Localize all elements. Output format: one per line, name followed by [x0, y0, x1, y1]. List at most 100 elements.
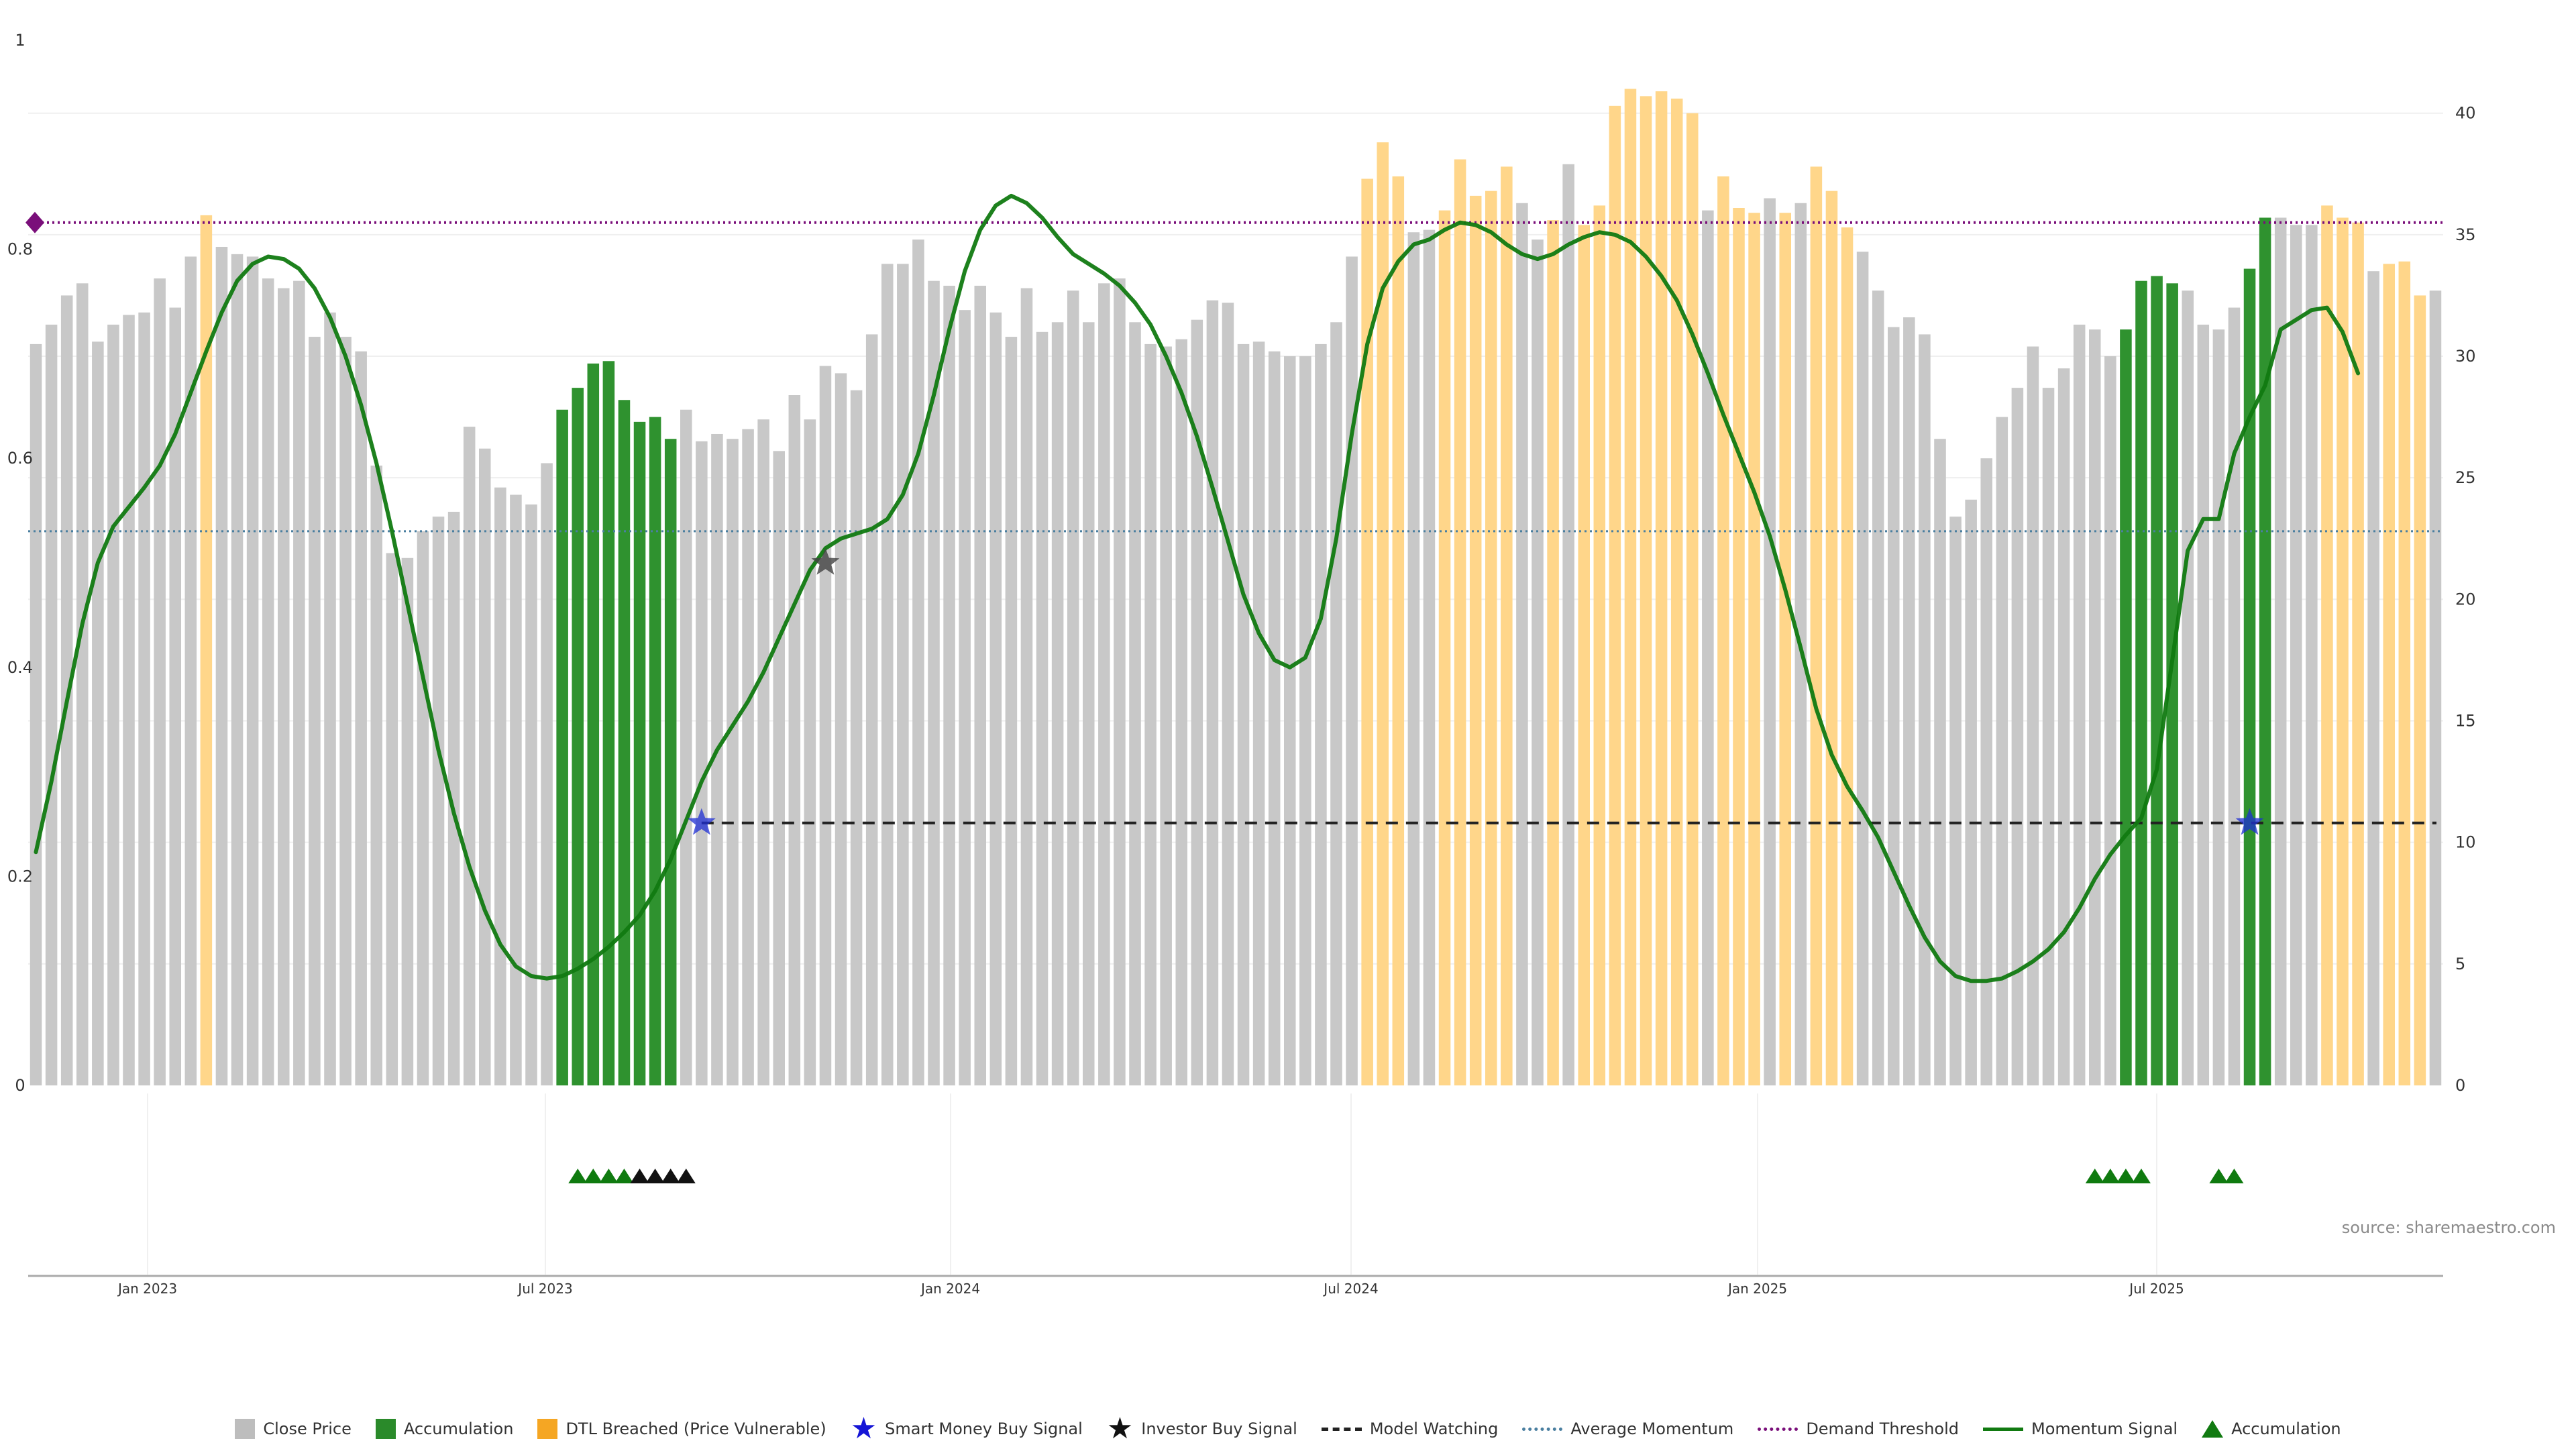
price-bar [417, 531, 429, 1085]
price-bar [525, 504, 537, 1085]
price-bar [1222, 303, 1234, 1085]
price-bar [1160, 346, 1172, 1085]
price-bar [2243, 268, 2256, 1085]
price-bar [649, 417, 661, 1085]
price-bar [2367, 271, 2379, 1086]
price-bar [1407, 232, 1420, 1086]
legend-label: Accumulation [403, 1419, 514, 1438]
price-bar [1841, 227, 1854, 1085]
accumulation-triangle [614, 1169, 634, 1183]
price-bar [309, 337, 321, 1085]
price-bar [401, 557, 414, 1085]
price-bar [1144, 343, 1157, 1085]
price-bar [2259, 217, 2271, 1085]
left-axis-ticks: 0 0.2 0.4 0.6 0.8 1 [7, 31, 33, 1095]
price-bar [1764, 198, 1776, 1086]
legend-swatch-line [1321, 1427, 1362, 1431]
momentum-signal-line [34, 193, 2361, 983]
price-bar [1996, 417, 2008, 1085]
right-axis-tick-label: 40 [2455, 104, 2476, 123]
price-bar [804, 419, 816, 1085]
legend-label: Accumulation [2231, 1419, 2341, 1438]
legend-label: Demand Threshold [1806, 1419, 1959, 1438]
price-bar [1609, 105, 1621, 1086]
price-bar [897, 264, 909, 1085]
right-axis-tick-label: 5 [2455, 955, 2465, 973]
price-bar [1020, 288, 1033, 1086]
price-bar [1346, 256, 1358, 1086]
price-bar [742, 429, 754, 1085]
price-bar [2151, 276, 2163, 1085]
price-bar [1872, 290, 1884, 1086]
price-bar [1330, 322, 1342, 1086]
price-bar [1423, 229, 1436, 1085]
price-bar [2274, 217, 2287, 1085]
price-bar [107, 324, 119, 1086]
legend: Close Price Accumulation DTL Breached (Pri… [0, 1411, 2576, 1446]
price-bar [943, 285, 955, 1085]
price-bar [865, 334, 878, 1085]
legend-item: Model Watching [1321, 1419, 1498, 1438]
price-bar [1640, 96, 1652, 1086]
x-axis-tick-label: Jul 2024 [1322, 1281, 1378, 1297]
star-icon: ★ [1106, 1411, 1134, 1446]
legend-item: Average Momentum [1522, 1419, 1733, 1438]
price-bar [2306, 225, 2318, 1085]
price-bar [1578, 225, 1590, 1085]
price-bar [788, 394, 801, 1085]
price-bar [1903, 317, 1915, 1085]
x-axis-tick-label: Jan 2025 [1727, 1281, 1787, 1297]
price-bar [386, 553, 398, 1085]
price-bar [184, 256, 197, 1086]
right-axis-tick-label: 15 [2455, 712, 2476, 731]
price-bar [1949, 517, 1962, 1085]
price-bar [1856, 252, 1869, 1085]
price-bar [2383, 264, 2395, 1085]
price-bars [30, 89, 2442, 1086]
price-bar [215, 246, 228, 1085]
price-bar [1593, 205, 1606, 1086]
price-bar [324, 312, 336, 1085]
signal-stars [687, 548, 2264, 835]
right-axis-tick-label: 10 [2455, 833, 2476, 852]
right-axis-tick-label: 35 [2455, 225, 2476, 244]
price-bar [1810, 166, 1823, 1085]
price-bar [2429, 290, 2442, 1086]
right-axis-tick-label: 20 [2455, 590, 2476, 608]
price-bar [727, 439, 739, 1085]
legend-swatch-box [375, 1419, 396, 1439]
left-axis-tick-label: 0.6 [7, 449, 33, 468]
price-bar [881, 264, 894, 1085]
legend-label: Average Momentum [1570, 1419, 1734, 1438]
price-bar [696, 441, 708, 1085]
price-bar [246, 256, 259, 1086]
price-bar [2027, 346, 2039, 1085]
price-bar [618, 400, 631, 1085]
price-bar [2212, 329, 2225, 1085]
price-bar [1098, 283, 1110, 1086]
price-bar [1005, 337, 1018, 1085]
price-bar [1252, 341, 1265, 1086]
legend-swatch-line [1758, 1427, 1799, 1431]
price-bar [664, 439, 677, 1085]
price-bar [2182, 290, 2194, 1086]
price-bar [1965, 499, 1977, 1085]
price-bar [2352, 222, 2364, 1086]
right-axis-tick-label: 0 [2455, 1076, 2465, 1095]
smart-money-buy-signal [687, 808, 716, 835]
legend-swatch-box [537, 1419, 558, 1439]
price-bar [1114, 278, 1126, 1085]
price-bar [1315, 343, 1327, 1085]
price-bar [1532, 239, 1544, 1086]
price-bar [370, 466, 382, 1085]
price-bar [1888, 327, 1900, 1085]
price-bar [30, 343, 42, 1085]
left-axis-tick-label: 0.2 [7, 867, 33, 885]
accumulation-triangle [568, 1169, 588, 1183]
price-bar [278, 288, 290, 1086]
price-bar [974, 285, 986, 1085]
price-bar [1438, 210, 1451, 1085]
price-bar [200, 215, 213, 1086]
price-bar [1206, 300, 1219, 1086]
price-bar [1717, 176, 1729, 1085]
